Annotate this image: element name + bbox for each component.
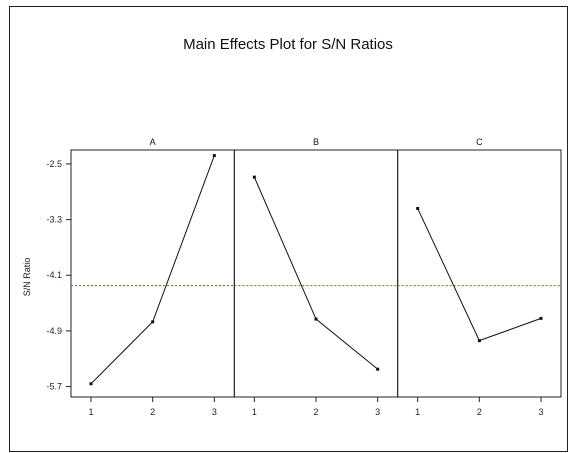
x-tick-label: 1 [252, 407, 257, 417]
data-point-c [416, 206, 420, 210]
data-point-a [212, 154, 216, 158]
chart-title: Main Effects Plot for S/N Ratios [183, 36, 393, 53]
y-tick-label: -4.9 [46, 326, 62, 336]
data-point-b [252, 175, 256, 179]
series-line-a [90, 155, 215, 385]
panel-a-border [70, 149, 235, 398]
chart-frame: Main Effects Plot for S/N Ratios S/N Rat… [9, 6, 568, 452]
x-tick-label: 3 [212, 407, 217, 417]
data-point-c [539, 316, 543, 320]
data-point-a [151, 320, 155, 324]
y-tick-label: -3.3 [46, 215, 62, 225]
x-tick-label: 1 [88, 407, 93, 417]
data-point-b [314, 317, 318, 321]
main-effects-chart: Main Effects Plot for S/N Ratios S/N Rat… [22, 36, 562, 417]
x-tick-label: 3 [538, 407, 543, 417]
x-tick-label: 2 [313, 407, 318, 417]
x-tick-label: 2 [150, 407, 155, 417]
panel-title-b: B [313, 137, 319, 147]
x-tick-label: 2 [477, 407, 482, 417]
panel-title-c: C [476, 137, 483, 147]
series-line-b [253, 176, 378, 370]
panel-c-border [397, 149, 562, 398]
y-axis-title: S/N Ratio [22, 258, 32, 297]
y-tick-label: -2.5 [46, 159, 62, 169]
x-tick-label: 1 [415, 407, 420, 417]
data-point-a [89, 382, 93, 386]
series-line-c [417, 208, 542, 342]
y-tick-label: -5.7 [46, 382, 62, 392]
data-point-b [376, 367, 380, 371]
y-tick-label: -4.1 [46, 270, 62, 280]
data-point-c [477, 339, 481, 343]
panel-title-a: A [150, 137, 156, 147]
chart-layer: -2.5 -3.3 -4.1 -4.9 -5.7 A 1 2 3 B 1 2 3 C 1 2 3 [46, 137, 562, 417]
x-tick-label: 3 [375, 407, 380, 417]
